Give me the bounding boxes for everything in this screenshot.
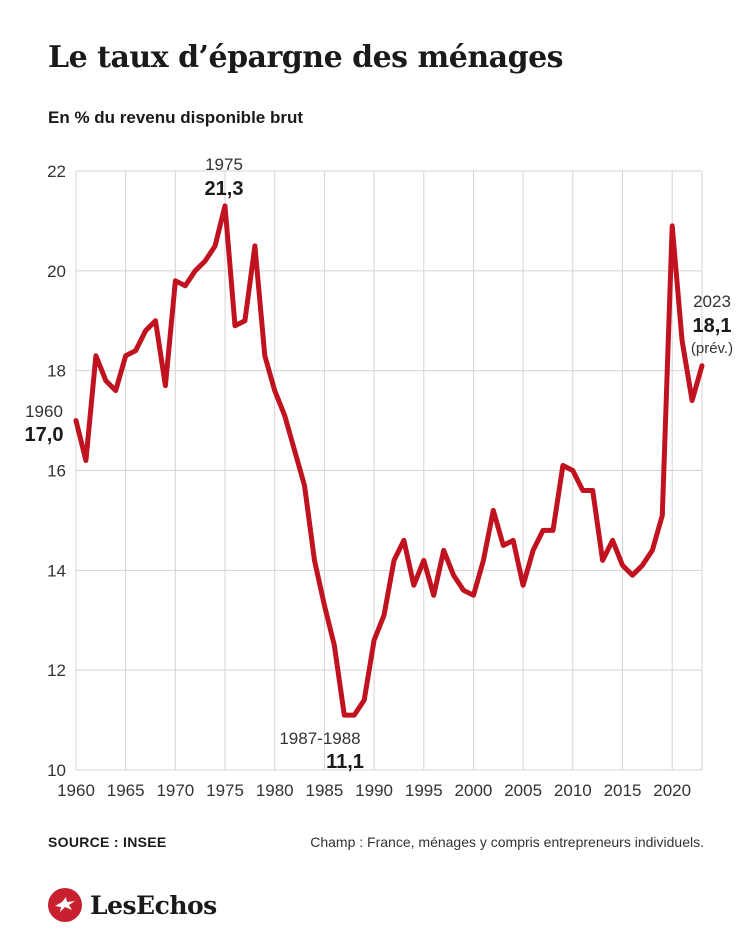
savings-rate-line: [73, 203, 705, 718]
data-points: [76, 206, 702, 715]
annotation-1975-year: 1975: [205, 155, 243, 174]
annotation-1960-value: 17,0: [25, 424, 64, 446]
x-tick-label-2010: 2010: [554, 781, 592, 800]
x-tick-label-1960: 1960: [57, 781, 95, 800]
x-tick-label-1970: 1970: [156, 781, 194, 800]
scope-note: Champ : France, ménages y compris entrep…: [310, 834, 704, 850]
y-tick-label-12: 12: [47, 661, 66, 680]
x-tick-label-1990: 1990: [355, 781, 393, 800]
x-tick-label-1995: 1995: [405, 781, 443, 800]
logo-text: LesEchos: [90, 890, 217, 920]
annotation-2023-year: 2023: [693, 292, 731, 311]
annotation-2023-value: 18,1: [693, 315, 732, 337]
chart-subtitle: En % du revenu disponible brut: [48, 108, 304, 127]
y-tick-label-18: 18: [47, 362, 66, 381]
x-tick-label-2000: 2000: [455, 781, 493, 800]
x-tick-label-1985: 1985: [305, 781, 343, 800]
grid-lines: [75, 170, 703, 771]
annotation-1987-value: 11,1: [326, 751, 364, 773]
annotation-1975-value: 21,3: [205, 178, 244, 200]
source-label: SOURCE : INSEE: [48, 834, 167, 850]
annotation-1987-year: 1987-1988: [279, 729, 360, 748]
y-tick-label-16: 16: [47, 462, 66, 481]
y-tick-label-20: 20: [47, 262, 66, 281]
x-tick-label-2015: 2015: [604, 781, 642, 800]
annotation-1960-year: 1960: [25, 402, 63, 421]
y-tick-label-14: 14: [47, 561, 66, 580]
x-axis: 1960 1965 1970 1975 1980 1985 1990 1995 2000 2005…: [57, 781, 691, 800]
y-axis: 10 12 14 16 18 20 22: [47, 162, 66, 780]
x-tick-label-2005: 2005: [504, 781, 542, 800]
annotation-2023-extra: (prév.): [691, 340, 733, 357]
chart-title: Le taux d’épargne des ménages: [48, 40, 564, 75]
les-echos-logo: LesEchos: [48, 888, 217, 922]
x-tick-label-1980: 1980: [256, 781, 294, 800]
les-echos-bird-icon: [48, 888, 82, 922]
x-tick-label-1965: 1965: [107, 781, 145, 800]
y-tick-label-10: 10: [47, 761, 66, 780]
x-tick-label-2020: 2020: [653, 781, 691, 800]
x-tick-label-1975: 1975: [206, 781, 244, 800]
y-tick-label-22: 22: [47, 162, 66, 181]
